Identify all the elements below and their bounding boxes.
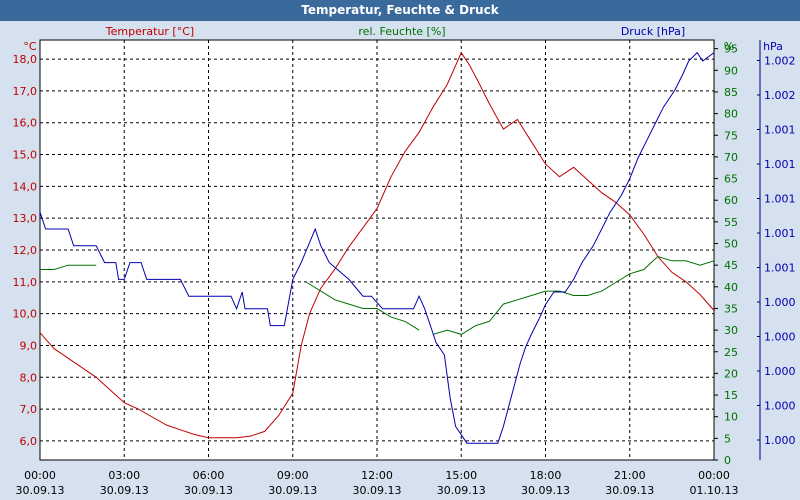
axis-labels: 00:00 30.09.13 03:00 30.09.13 06:00 30.09.13 0… <box>13 25 796 497</box>
x-tick-time: 12:00 <box>361 469 393 482</box>
series-line-humidity <box>306 282 420 331</box>
hum-tick-label: 35 <box>724 302 738 315</box>
press-tick-label: 1.001 <box>764 124 796 137</box>
press-tick-label: 1.002 <box>764 55 796 68</box>
temp-tick-label: 13,0 <box>13 212 38 225</box>
press-tick-label: 1.002 <box>764 89 796 102</box>
temp-tick-label: 8,0 <box>20 371 38 384</box>
temp-tick-label: 15,0 <box>13 149 38 162</box>
press-unit-label: hPa <box>763 40 783 53</box>
temp-tick-label: 9,0 <box>20 339 38 352</box>
grid-lines <box>40 40 714 460</box>
press-tick-label: 1.001 <box>764 193 796 206</box>
hum-tick-label: 40 <box>724 281 738 294</box>
hum-tick-label: 85 <box>724 86 738 99</box>
x-tick-date: 30.09.13 <box>521 484 570 497</box>
x-tick-date: 30.09.13 <box>100 484 149 497</box>
hum-tick-label: 60 <box>724 194 738 207</box>
temp-tick-label: 11,0 <box>13 276 38 289</box>
x-tick-time: 09:00 <box>277 469 309 482</box>
press-tick-label: 1.000 <box>764 434 796 447</box>
temp-tick-label: 6,0 <box>20 435 38 448</box>
x-tick-time: 03:00 <box>108 469 140 482</box>
x-tick-time: 18:00 <box>530 469 562 482</box>
press-tick-label: 1.000 <box>764 400 796 413</box>
hum-tick-label: 90 <box>724 64 738 77</box>
temp-tick-label: 7,0 <box>20 403 38 416</box>
press-tick-label: 1.001 <box>764 262 796 275</box>
series-line-pressure <box>39 51 715 444</box>
hum-tick-label: 0 <box>724 454 731 467</box>
temp-tick-label: 16,0 <box>13 117 38 130</box>
chart-title: Temperatur, Feuchte & Druck <box>0 0 800 21</box>
series-line-humidity <box>40 264 97 270</box>
x-tick-time: 15:00 <box>445 469 477 482</box>
hum-tick-label: 10 <box>724 411 738 424</box>
temp-tick-label: 14,0 <box>13 180 38 193</box>
hum-tick-label: 50 <box>724 238 738 251</box>
x-tick-time: 00:00 <box>24 469 56 482</box>
hum-tick-label: 5 <box>724 432 731 445</box>
legend-press: Druck [hPa] <box>621 25 685 38</box>
x-tick-date: 30.09.13 <box>184 484 233 497</box>
hum-tick-label: 70 <box>724 151 738 164</box>
hum-tick-label: 80 <box>724 108 738 121</box>
legend-temp: Temperatur [°C] <box>105 25 194 38</box>
hum-tick-label: 25 <box>724 346 738 359</box>
temp-tick-label: 10,0 <box>13 308 38 321</box>
x-tick-date: 30.09.13 <box>605 484 654 497</box>
series-line-temperature <box>39 51 715 439</box>
temp-tick-label: 17,0 <box>13 85 38 98</box>
press-tick-label: 1.000 <box>764 365 796 378</box>
temp-tick-label: 18,0 <box>13 53 38 66</box>
x-tick-date: 30.09.13 <box>437 484 486 497</box>
hum-tick-label: 20 <box>724 367 738 380</box>
temp-unit-label: °C <box>23 40 37 53</box>
x-tick-time: 00:00 <box>698 469 730 482</box>
x-tick-date: 30.09.13 <box>268 484 317 497</box>
x-tick-date: 30.09.13 <box>353 484 402 497</box>
hum-tick-label: 55 <box>724 216 738 229</box>
x-tick-date: 30.09.13 <box>16 484 65 497</box>
hum-unit-label: % <box>724 40 734 53</box>
legend-hum: rel. Feuchte [%] <box>358 25 445 38</box>
x-tick-date: 01.10.13 <box>690 484 739 497</box>
x-tick-time: 06:00 <box>193 469 225 482</box>
hum-tick-label: 30 <box>724 324 738 337</box>
press-tick-label: 1.000 <box>764 331 796 344</box>
series-line-humidity <box>433 255 715 335</box>
x-tick-time: 21:00 <box>614 469 646 482</box>
hum-tick-label: 95 <box>724 43 738 56</box>
hum-tick-label: 75 <box>724 129 738 142</box>
temp-tick-label: 12,0 <box>13 244 38 257</box>
hum-tick-label: 65 <box>724 173 738 186</box>
series-layer <box>39 51 715 444</box>
hum-tick-label: 15 <box>724 389 738 402</box>
press-tick-label: 1.001 <box>764 158 796 171</box>
press-tick-label: 1.001 <box>764 227 796 240</box>
press-tick-label: 1.000 <box>764 296 796 309</box>
hum-tick-label: 45 <box>724 259 738 272</box>
